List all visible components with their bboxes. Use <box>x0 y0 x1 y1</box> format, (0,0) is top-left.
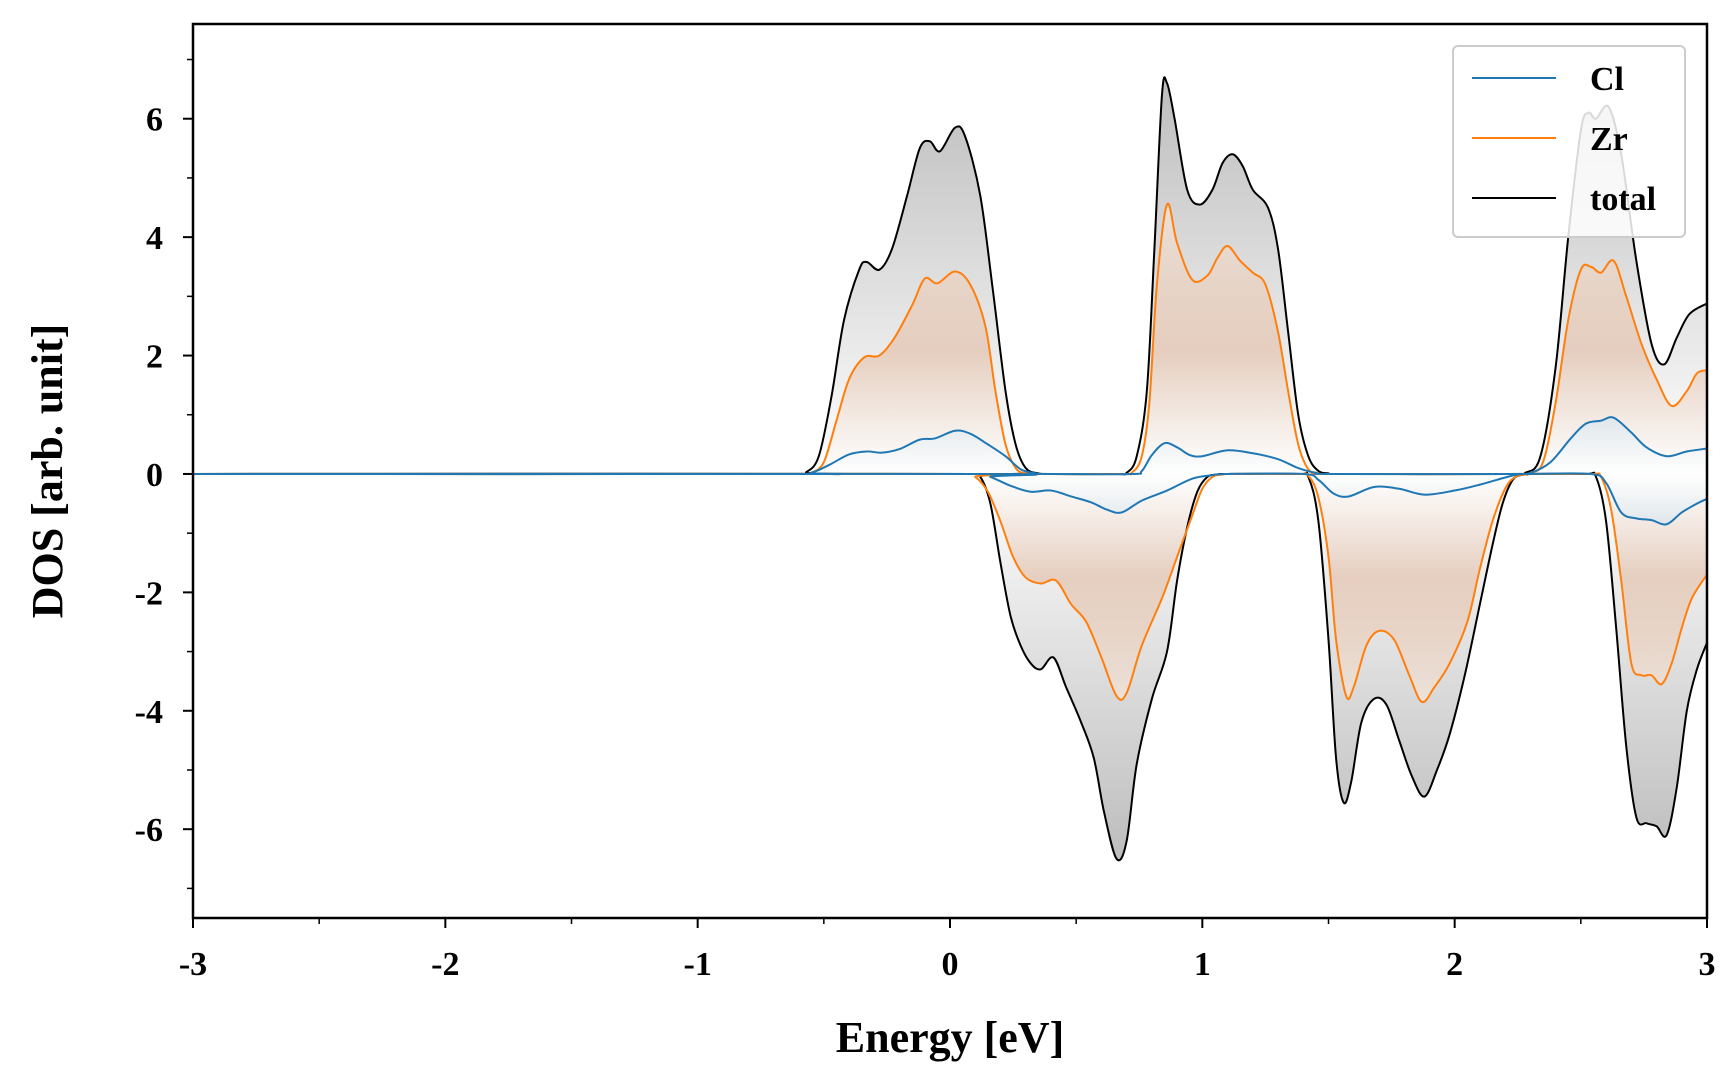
legend: Cl Zr total <box>1452 45 1686 238</box>
y-tick-label: -6 <box>135 812 163 849</box>
x-tick-label: 2 <box>1446 946 1463 983</box>
y-tick-label: 6 <box>146 102 163 139</box>
line-cl-down <box>193 472 1707 526</box>
x-tick-label: 1 <box>1194 946 1211 983</box>
line-cl-up <box>193 416 1707 476</box>
y-tick-label: -4 <box>135 694 163 731</box>
line-total-down <box>193 471 1707 862</box>
fill-cl-up <box>193 417 1707 475</box>
x-axis: -3 -2 -1 0 1 2 3 <box>179 918 1716 983</box>
x-tick-label: -1 <box>684 946 712 983</box>
line-zr-up <box>193 202 1707 476</box>
y-tick-label: 0 <box>146 457 163 494</box>
x-tick-label: 0 <box>942 946 959 983</box>
x-axis-label: Energy [eV] <box>836 1013 1065 1062</box>
legend-box <box>1452 45 1686 238</box>
x-tick-label: -2 <box>431 946 459 983</box>
series-lines <box>193 76 1707 862</box>
x-tick-label: 3 <box>1699 946 1716 983</box>
fill-zr-up <box>193 203 1707 475</box>
legend-label-zr: Zr <box>1590 121 1628 158</box>
x-tick-label: -3 <box>179 946 207 983</box>
fill-total-down <box>193 472 1707 861</box>
fill-cl-down <box>193 473 1707 525</box>
y-tick-label: 4 <box>146 220 163 257</box>
fill-areas <box>193 77 1707 861</box>
y-axis-label: DOS [arb. unit] <box>23 324 72 619</box>
y-axis: -6 -4 -2 0 2 4 6 <box>135 58 193 890</box>
fill-zr-down <box>193 473 1707 703</box>
line-zr-down <box>193 472 1707 704</box>
y-tick-label: -2 <box>135 575 163 612</box>
y-tick-label: 2 <box>146 339 163 376</box>
legend-label-total: total <box>1590 181 1656 218</box>
legend-label-cl: Cl <box>1590 61 1624 98</box>
